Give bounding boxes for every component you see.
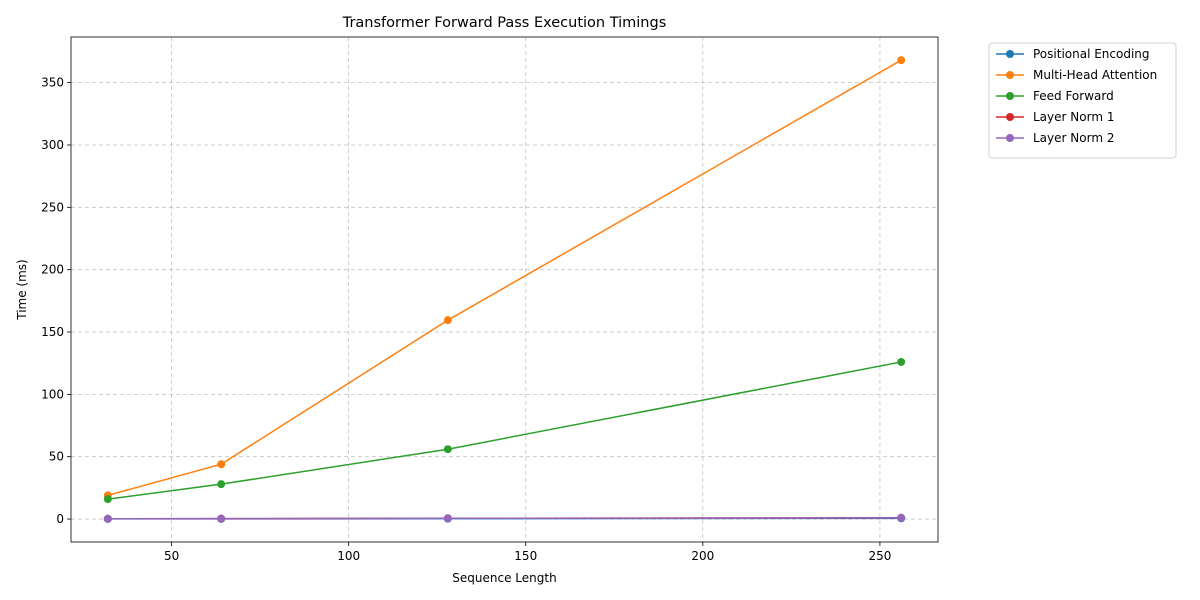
legend-label: Layer Norm 2 bbox=[1033, 131, 1114, 145]
y-tick-label: 0 bbox=[56, 512, 64, 526]
series-line-multi-head-attention bbox=[107, 59, 902, 497]
data-point bbox=[897, 56, 906, 65]
x-tick-label: 250 bbox=[868, 549, 891, 563]
data-point bbox=[897, 357, 906, 366]
x-tick-label: 100 bbox=[337, 549, 360, 563]
legend-box bbox=[988, 42, 1177, 159]
y-axis: 0 50 100 150 200 250 300 350 bbox=[41, 76, 71, 526]
y-axis-label: Time (ms) bbox=[15, 259, 29, 321]
data-point bbox=[443, 445, 452, 454]
y-tick-label: 200 bbox=[41, 263, 64, 277]
y-tick-label: 50 bbox=[49, 450, 64, 464]
y-tick-label: 350 bbox=[41, 76, 64, 90]
x-tick-label: 200 bbox=[691, 549, 714, 563]
y-tick-label: 150 bbox=[41, 325, 64, 339]
series-line-feed-forward bbox=[107, 361, 902, 500]
legend: Positional Encoding Multi-Head Attention F… bbox=[988, 42, 1177, 159]
legend-label: Positional Encoding bbox=[1033, 47, 1150, 61]
data-point bbox=[217, 514, 226, 523]
chart-title: Transformer Forward Pass Execution Timin… bbox=[342, 15, 667, 31]
grid bbox=[71, 37, 938, 542]
legend-item: Positional Encoding bbox=[996, 47, 1150, 61]
legend-label: Layer Norm 1 bbox=[1033, 110, 1114, 124]
y-tick-label: 300 bbox=[41, 138, 64, 152]
legend-item: Feed Forward bbox=[996, 89, 1114, 103]
x-tick-label: 150 bbox=[514, 549, 537, 563]
data-point bbox=[103, 514, 112, 523]
x-axis-label: Sequence Length bbox=[452, 571, 556, 585]
legend-label: Feed Forward bbox=[1033, 89, 1114, 103]
series-line-layer-norm-2 bbox=[107, 517, 902, 520]
data-point bbox=[103, 495, 112, 504]
legend-label: Multi-Head Attention bbox=[1033, 68, 1157, 82]
data-point bbox=[443, 316, 452, 325]
legend-marker bbox=[1006, 92, 1014, 100]
plot-frame bbox=[70, 36, 939, 543]
y-tick-label: 250 bbox=[41, 200, 64, 214]
legend-marker bbox=[1006, 50, 1014, 58]
legend-item: Multi-Head Attention bbox=[996, 68, 1157, 82]
series-feed-forward bbox=[103, 357, 906, 504]
legend-marker bbox=[1006, 71, 1014, 79]
legend-item: Layer Norm 2 bbox=[996, 131, 1114, 145]
data-point bbox=[897, 513, 906, 522]
x-axis: 50 100 150 200 250 bbox=[164, 542, 891, 563]
data-point bbox=[217, 460, 226, 469]
series-layer bbox=[103, 56, 906, 523]
legend-item: Layer Norm 1 bbox=[996, 110, 1114, 124]
legend-marker bbox=[1006, 134, 1014, 142]
legend-marker bbox=[1006, 113, 1014, 121]
series-layer-norm-2 bbox=[103, 513, 906, 523]
x-tick-label: 50 bbox=[164, 549, 179, 563]
data-point bbox=[217, 480, 226, 489]
y-tick-label: 100 bbox=[41, 387, 64, 401]
series-multi-head-attention bbox=[103, 56, 906, 500]
data-point bbox=[443, 514, 452, 523]
